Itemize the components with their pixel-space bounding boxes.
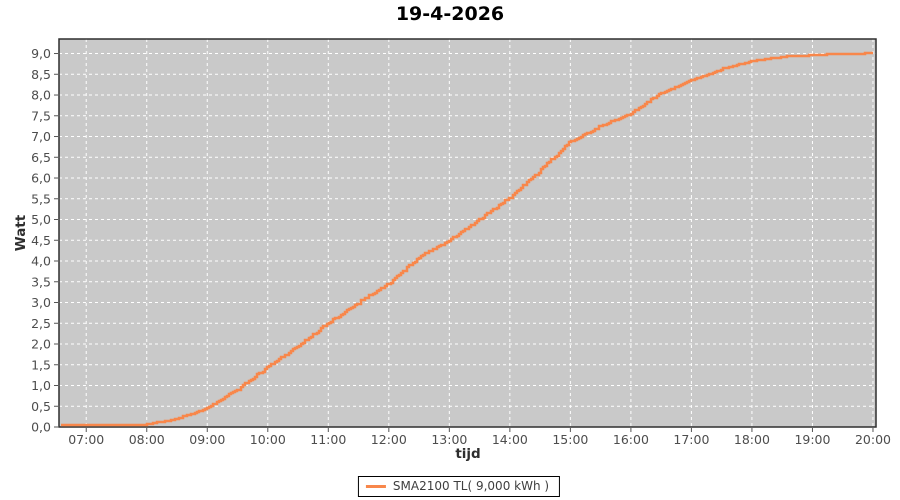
series-line [61,51,873,427]
x-tick-label: 20:00 [855,432,891,447]
y-tick-label: 0,0 [31,420,51,435]
y-tick-label: 7,5 [31,108,51,123]
plot-border [58,38,877,428]
x-tick-label: 09:00 [189,432,225,447]
y-tick-label: 4,0 [31,254,51,269]
legend-label: SMA2100 TL( 9,000 kWh ) [392,479,550,493]
y-tick-label: 8,0 [31,88,51,103]
x-tick-label: 19:00 [794,432,830,447]
x-tick-label: 07:00 [68,432,104,447]
x-tick-label: 15:00 [552,432,588,447]
x-tick-label: 17:00 [673,432,709,447]
y-tick-label: 6,5 [31,150,51,165]
legend-line-swatch [365,484,386,488]
plot-area [59,39,876,427]
y-tick-label: 5,5 [31,191,51,206]
legend: SMA2100 TL( 9,000 kWh ) [357,476,561,497]
y-tick-label: 9,0 [31,46,51,61]
y-tick-label: 1,0 [31,378,51,393]
y-tick-label: 2,5 [31,316,51,331]
chart-title: 19-4-2026 [395,3,505,25]
y-tick-label: 2,0 [31,337,51,352]
x-tick-label: 18:00 [734,432,770,447]
x-tick-label: 08:00 [129,432,165,447]
y-tick-label: 1,5 [31,357,51,372]
x-tick-label: 13:00 [431,432,467,447]
y-tick-label: 4,5 [31,233,51,248]
y-tick-label: 8,5 [31,67,51,82]
y-tick-label: 0,5 [31,399,51,414]
y-tick-label: 7,0 [31,129,51,144]
x-tick-label: 16:00 [613,432,649,447]
x-axis-title: tijd [455,446,481,462]
y-tick-label: 5,0 [31,212,51,227]
y-tick-label: 3,5 [31,274,51,289]
y-tick-label: 6,0 [31,171,51,186]
x-tick-label: 14:00 [492,432,528,447]
x-tick-label: 11:00 [310,432,346,447]
y-axis-title: Watt [13,214,29,252]
y-tick-label: 3,0 [31,295,51,310]
x-tick-label: 12:00 [371,432,407,447]
chart-canvas: 0,0 0,5 1,0 1,5 2,0 2,5 3,0 3,5 4,0 4,5 5,0 5,5 6,0 6… [31,38,891,447]
x-tick-label: 10:00 [250,432,286,447]
